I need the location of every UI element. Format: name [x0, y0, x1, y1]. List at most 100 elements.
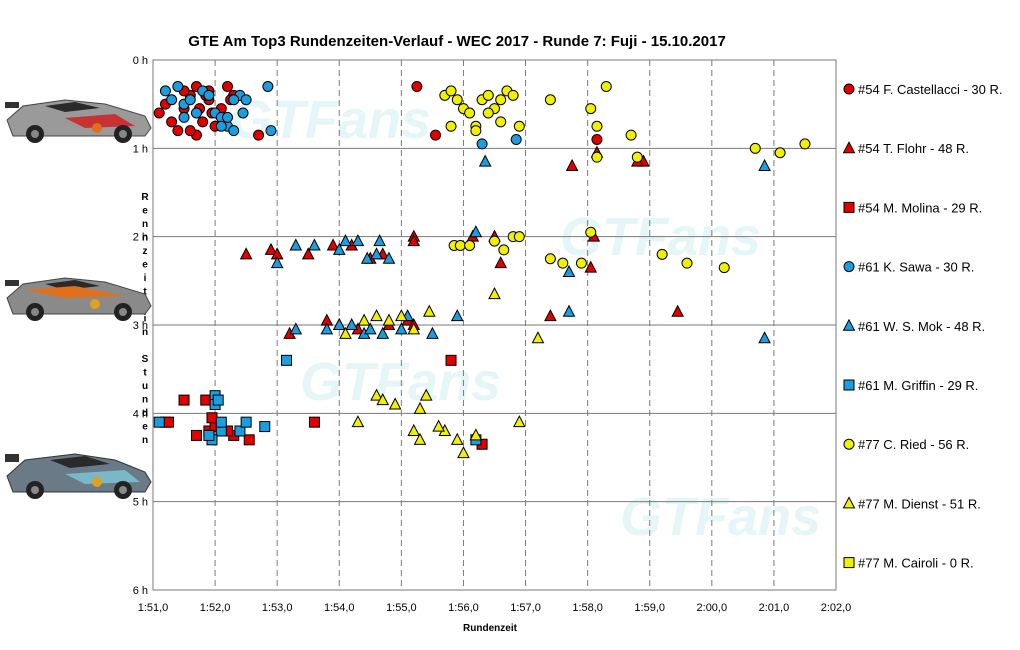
- data-point-circle: [482, 89, 494, 101]
- x-tick-label: 1:57,0: [510, 602, 541, 614]
- data-point-triangle: [413, 432, 427, 445]
- x-axis-title: Rundenzeit: [463, 623, 518, 634]
- data-point-triangle: [562, 304, 576, 317]
- data-point-circle: [544, 94, 556, 106]
- data-point-circle: [557, 257, 569, 269]
- data-point-square: [215, 416, 227, 428]
- data-point-triangle: [301, 247, 315, 260]
- data-point-triangle: [419, 388, 433, 401]
- data-point-triangle: [289, 238, 303, 251]
- data-point-triangle: [562, 264, 576, 277]
- car-image-77: [5, 453, 152, 499]
- x-tick-label: 1:52,0: [200, 602, 231, 614]
- data-point-circle: [430, 129, 442, 141]
- data-point-triangle: [376, 326, 390, 339]
- data-point-triangle: [239, 247, 253, 260]
- data-point-circle: [203, 89, 215, 101]
- data-point-triangle: [494, 256, 508, 269]
- car-image-54: [5, 99, 152, 143]
- data-point-circle: [172, 125, 184, 137]
- data-point-triangle: [531, 331, 545, 344]
- data-point-triangle: [758, 331, 771, 344]
- data-point-circle: [495, 116, 507, 128]
- data-point-circle: [184, 94, 196, 106]
- y-axis-title-char: i: [144, 314, 147, 325]
- data-point-circle: [228, 94, 240, 106]
- watermark-4: GTFans: [620, 487, 821, 547]
- x-tick-label: 1:59,0: [634, 602, 665, 614]
- legend-label: #77 M. Dienst - 51 R.: [858, 496, 981, 511]
- data-point-triangle: [370, 388, 383, 401]
- data-point-triangle: [469, 428, 483, 441]
- data-point-triangle: [373, 234, 386, 247]
- data-point-circle: [656, 248, 668, 260]
- data-point-triangle: [363, 322, 377, 335]
- data-point-triangle: [671, 304, 684, 317]
- data-point-circle: [591, 120, 603, 132]
- legend-label: #54 T. Flohr - 48 R.: [858, 141, 969, 156]
- data-point-circle: [237, 107, 249, 119]
- data-point-square: [280, 354, 292, 366]
- data-point-circle: [172, 81, 184, 92]
- data-point-circle: [489, 235, 500, 247]
- data-point-square: [308, 416, 320, 428]
- y-axis-title-char: d: [142, 408, 148, 419]
- data-point-circle: [464, 240, 476, 251]
- data-point-triangle: [370, 247, 383, 260]
- data-point-circle: [749, 142, 761, 154]
- data-point-triangle: [407, 234, 421, 247]
- x-tick-labels: 1:51,0 1:52,0 1:53,0 1:54,0 1:55,0 1:56,0 1:57…: [138, 602, 852, 614]
- data-point-square: [203, 429, 215, 441]
- data-point-square: [178, 394, 190, 406]
- data-point-circle: [159, 85, 171, 97]
- y-axis-title-char: i: [144, 273, 147, 284]
- data-point-square: [212, 394, 224, 406]
- plot-frame: [152, 59, 837, 591]
- data-point-triangle: [432, 419, 445, 432]
- data-point-circle: [197, 116, 209, 128]
- x-tick-label: 2:01,0: [759, 602, 790, 614]
- data-point-circle: [445, 85, 457, 97]
- data-point-square: [240, 416, 252, 428]
- data-point-circle: [513, 231, 525, 243]
- y-axis-title-char: R: [141, 192, 149, 203]
- car-image-61: [5, 277, 152, 321]
- data-point-circle: [190, 107, 202, 119]
- data-point-square: [259, 421, 271, 433]
- data-point-circle: [178, 111, 190, 123]
- data-point-square: [190, 429, 202, 441]
- data-point-circle: [253, 129, 265, 141]
- legend-label: #61 K. Sawa - 30 R.: [858, 260, 974, 275]
- data-point-circle: [718, 262, 730, 274]
- data-point-circle: [451, 94, 463, 106]
- data-point-circle: [799, 138, 811, 150]
- data-point-triangle: [842, 141, 856, 154]
- data-point-square: [843, 379, 855, 391]
- data-point-circle: [445, 120, 457, 132]
- data-point-triangle: [345, 317, 359, 330]
- data-point-square: [243, 434, 255, 446]
- y-axis-title-char: t: [143, 287, 147, 298]
- data-point-triangle: [450, 309, 464, 322]
- data-point-circle: [262, 81, 274, 92]
- y-axis-title-char: n: [142, 327, 148, 338]
- data-point-triangle: [289, 322, 303, 335]
- data-point-circle: [600, 81, 612, 92]
- legend-label: #61 M. Griffin - 29 R.: [858, 378, 978, 393]
- data-point-square: [843, 201, 855, 213]
- data-point-square: [163, 416, 175, 428]
- data-point-circle: [482, 107, 494, 119]
- data-point-triangle: [426, 326, 439, 339]
- y-axis-title-char: S: [142, 354, 149, 365]
- x-tick-label: 1:56,0: [448, 602, 479, 614]
- data-point-triangle: [758, 158, 771, 171]
- data-point-circle: [498, 244, 510, 256]
- data-point-circle: [454, 240, 466, 251]
- y-axis-title-char: n: [142, 395, 148, 406]
- data-point-triangle: [469, 225, 483, 238]
- y-axis-title-char: u: [142, 381, 148, 392]
- data-point-triangle: [407, 322, 421, 335]
- data-point-circle: [585, 103, 597, 115]
